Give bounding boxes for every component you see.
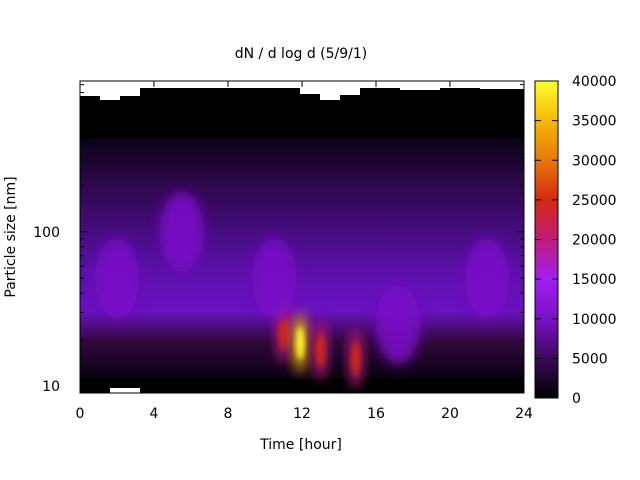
colorbar-tick-label: 15000 bbox=[572, 272, 617, 288]
x-tick-label: 24 bbox=[515, 406, 533, 422]
y-axis: 10 100 bbox=[33, 84, 524, 395]
colorbar-tick-label: 40000 bbox=[572, 74, 617, 90]
colorbar-tick-label: 30000 bbox=[572, 153, 617, 169]
heatmap-blob bbox=[95, 238, 139, 319]
colorbar-tick-label: 20000 bbox=[572, 233, 617, 249]
missing-data-bottom bbox=[110, 388, 140, 393]
colorbar-tick-label: 10000 bbox=[572, 312, 617, 328]
heatmap-blob bbox=[376, 284, 421, 365]
heatmap-blob-core bbox=[351, 342, 360, 376]
x-tick-label: 16 bbox=[367, 406, 385, 422]
y-tick-label: 100 bbox=[33, 225, 60, 241]
heatmap-blob-core bbox=[296, 326, 304, 360]
x-tick-label: 0 bbox=[76, 406, 85, 422]
colorbar-axis: 0 5000 10000 15000 20000 25000 30000 35000 40000 bbox=[535, 74, 617, 407]
heatmap-blob bbox=[159, 191, 204, 272]
colorbar-tick-label: 5000 bbox=[572, 351, 608, 367]
y-axis-label: Particle size [nm] bbox=[3, 176, 19, 297]
blob-layer bbox=[95, 191, 509, 389]
x-axis: 0 4 8 12 16 20 24 bbox=[76, 81, 533, 422]
colorbar-tick-label: 0 bbox=[572, 391, 581, 407]
chart-title: dN / d log d (5/9/1) bbox=[235, 46, 368, 62]
y-tick-label: 10 bbox=[42, 379, 60, 395]
x-tick-label: 12 bbox=[293, 406, 311, 422]
heatmap-blob-core bbox=[279, 316, 288, 350]
colorbar-tick-label: 35000 bbox=[572, 114, 617, 130]
missing-data-top bbox=[80, 81, 524, 100]
x-tick-label: 20 bbox=[441, 406, 459, 422]
heatmap-blob-core bbox=[316, 333, 325, 367]
x-tick-label: 4 bbox=[150, 406, 159, 422]
x-tick-label: 8 bbox=[224, 406, 233, 422]
x-axis-label: Time [hour] bbox=[259, 437, 342, 453]
heatmap-blob bbox=[465, 238, 509, 319]
plot-area bbox=[80, 81, 524, 393]
heatmap-blob bbox=[252, 238, 297, 319]
colorbar-tick-label: 25000 bbox=[572, 193, 617, 209]
